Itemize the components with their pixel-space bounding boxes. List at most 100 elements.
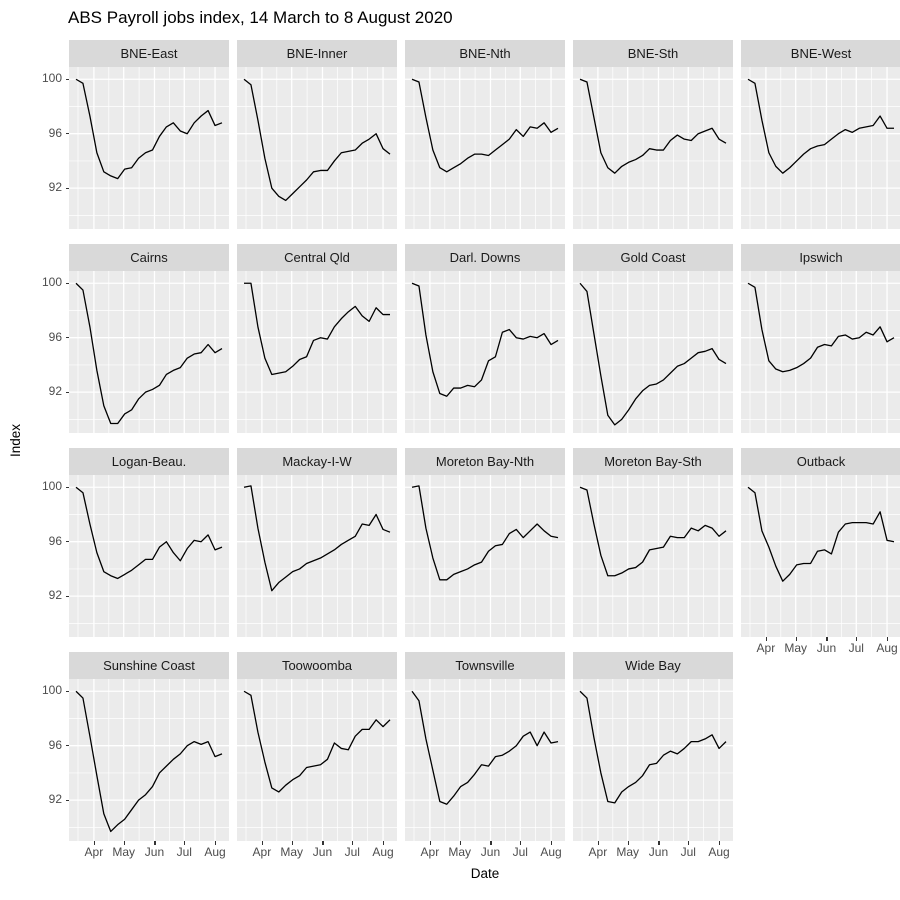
facet-strip-label: Logan-Beau. <box>69 448 229 475</box>
facet-panel <box>237 475 397 637</box>
facet-line <box>411 78 559 173</box>
facet-strip-label: Cairns <box>69 244 229 271</box>
facet-townsville: Townsville Apr May Jun Jul Aug <box>405 652 565 863</box>
facet-panel <box>405 67 565 229</box>
facet-bne-inner: BNE-Inner <box>237 40 397 229</box>
y-tick-mark <box>65 187 69 189</box>
facet-line <box>243 78 391 202</box>
y-tick-mark <box>65 799 69 801</box>
x-tick-label: Apr <box>756 641 776 655</box>
x-tick-label: Aug <box>540 845 562 859</box>
x-tick-mark <box>765 637 768 641</box>
facet-panel <box>405 271 565 433</box>
facet-strip-label: Toowoomba <box>237 652 397 679</box>
facet-strip-label: Ipswich <box>741 244 900 271</box>
facet-toowoomba: Toowoomba Apr May Jun Jul Aug <box>237 652 397 863</box>
facet-line <box>75 690 223 833</box>
facet-strip-label: Central Qld <box>237 244 397 271</box>
facet-line <box>579 486 727 577</box>
facet-panel <box>69 475 229 637</box>
facet-line <box>75 486 223 580</box>
x-tick-label: Jul <box>344 845 360 859</box>
y-axis-title: Index <box>7 423 23 458</box>
x-tick-label: Aug <box>204 845 226 859</box>
y-tick-mark <box>65 541 69 543</box>
facet-strip-label: BNE-Sth <box>573 40 733 67</box>
x-tick-mark <box>856 637 858 641</box>
x-tick-mark <box>123 841 125 845</box>
facet-strip-label: Gold Coast <box>573 244 733 271</box>
facet-strip-label: Moreton Bay-Nth <box>405 448 565 475</box>
y-tick-mark <box>65 133 69 135</box>
x-tick-label: Jun <box>312 845 333 859</box>
x-tick-mark <box>352 841 354 845</box>
x-axis: Apr May Jun Jul Aug <box>405 841 565 863</box>
facet-strip-label: Moreton Bay-Sth <box>573 448 733 475</box>
facet-cairns: Cairns <box>69 244 229 433</box>
y-tick-label: 96 <box>48 125 62 140</box>
x-tick-mark <box>261 841 264 845</box>
x-tick-label: Aug <box>372 845 394 859</box>
x-tick-label: Jun <box>648 845 669 859</box>
facet-panel <box>237 67 397 229</box>
x-tick-label: Jul <box>680 845 696 859</box>
facet-line <box>75 282 223 425</box>
facet-panel <box>573 679 733 841</box>
x-tick-label: Apr <box>84 845 104 859</box>
facet-gold-coast: Gold Coast <box>573 244 733 433</box>
x-axis: Apr May Jun Jul Aug <box>573 841 733 863</box>
x-tick-label: Jul <box>848 641 864 655</box>
x-tick-label: Apr <box>420 845 440 859</box>
facet-line <box>579 78 727 174</box>
y-tick-mark <box>65 282 69 284</box>
x-tick-mark <box>291 841 293 845</box>
x-tick-mark <box>887 637 889 641</box>
x-axis: Apr May Jun Jul Aug <box>741 637 900 659</box>
x-tick-mark <box>459 841 461 845</box>
facet-strip-label: BNE-Nth <box>405 40 565 67</box>
chart-title: ABS Payroll jobs index, 14 March to 8 Au… <box>68 8 453 27</box>
y-axis: 100 96 92 <box>26 244 69 433</box>
x-tick-mark <box>597 841 600 845</box>
facet-panel <box>69 271 229 433</box>
facet-ipswich: Ipswich <box>741 244 900 433</box>
facet-line <box>579 690 727 804</box>
facet-strip-label: BNE-East <box>69 40 229 67</box>
facet-line <box>243 690 391 793</box>
y-tick-label: 100 <box>41 275 62 290</box>
facet-panel <box>69 679 229 841</box>
x-tick-mark <box>719 841 721 845</box>
facet-sunshine-coast: Sunshine Coast Apr May Jun Jul Aug <box>69 652 229 863</box>
x-tick-mark <box>520 841 522 845</box>
facet-panel <box>405 475 565 637</box>
y-tick-mark <box>65 745 69 747</box>
facet-line <box>411 485 559 581</box>
facet-bne-east: BNE-East <box>69 40 229 229</box>
x-tick-label: Jun <box>816 641 837 655</box>
facet-row: 100 96 92 Cairns Central Qld Darl. Downs Gold … <box>26 244 900 433</box>
facet-grid: 100 96 92 BNE-East BNE-Inner BNE-Nth BNE-Sth BN… <box>26 40 900 878</box>
facet-strip-label: Wide Bay <box>573 652 733 679</box>
facet-line <box>747 78 894 174</box>
facet-moreton-bay-nth: Moreton Bay-Nth <box>405 448 565 637</box>
facet-wide-bay: Wide Bay Apr May Jun Jul Aug <box>573 652 733 863</box>
facet-line <box>579 282 727 426</box>
facet-line <box>243 485 391 592</box>
facet-moreton-bay-sth: Moreton Bay-Sth <box>573 448 733 637</box>
facet-bne-west: BNE-West <box>741 40 900 229</box>
facet-line <box>747 282 895 373</box>
facet-row: 100 96 92 BNE-East BNE-Inner BNE-Nth BNE-Sth BN… <box>26 40 900 229</box>
facet-strip-label: Townsville <box>405 652 565 679</box>
x-tick-mark <box>551 841 553 845</box>
facet-bne-nth: BNE-Nth <box>405 40 565 229</box>
facet-panel <box>741 475 900 637</box>
y-axis-title-container: Index <box>6 40 24 841</box>
y-tick-label: 96 <box>48 737 62 752</box>
facet-strip-label: Outback <box>741 448 900 475</box>
y-tick-label: 100 <box>41 683 62 698</box>
x-tick-label: Jun <box>480 845 501 859</box>
facet-panel <box>69 67 229 229</box>
x-axis-title: Date <box>470 866 500 881</box>
y-tick-label: 92 <box>48 588 62 603</box>
